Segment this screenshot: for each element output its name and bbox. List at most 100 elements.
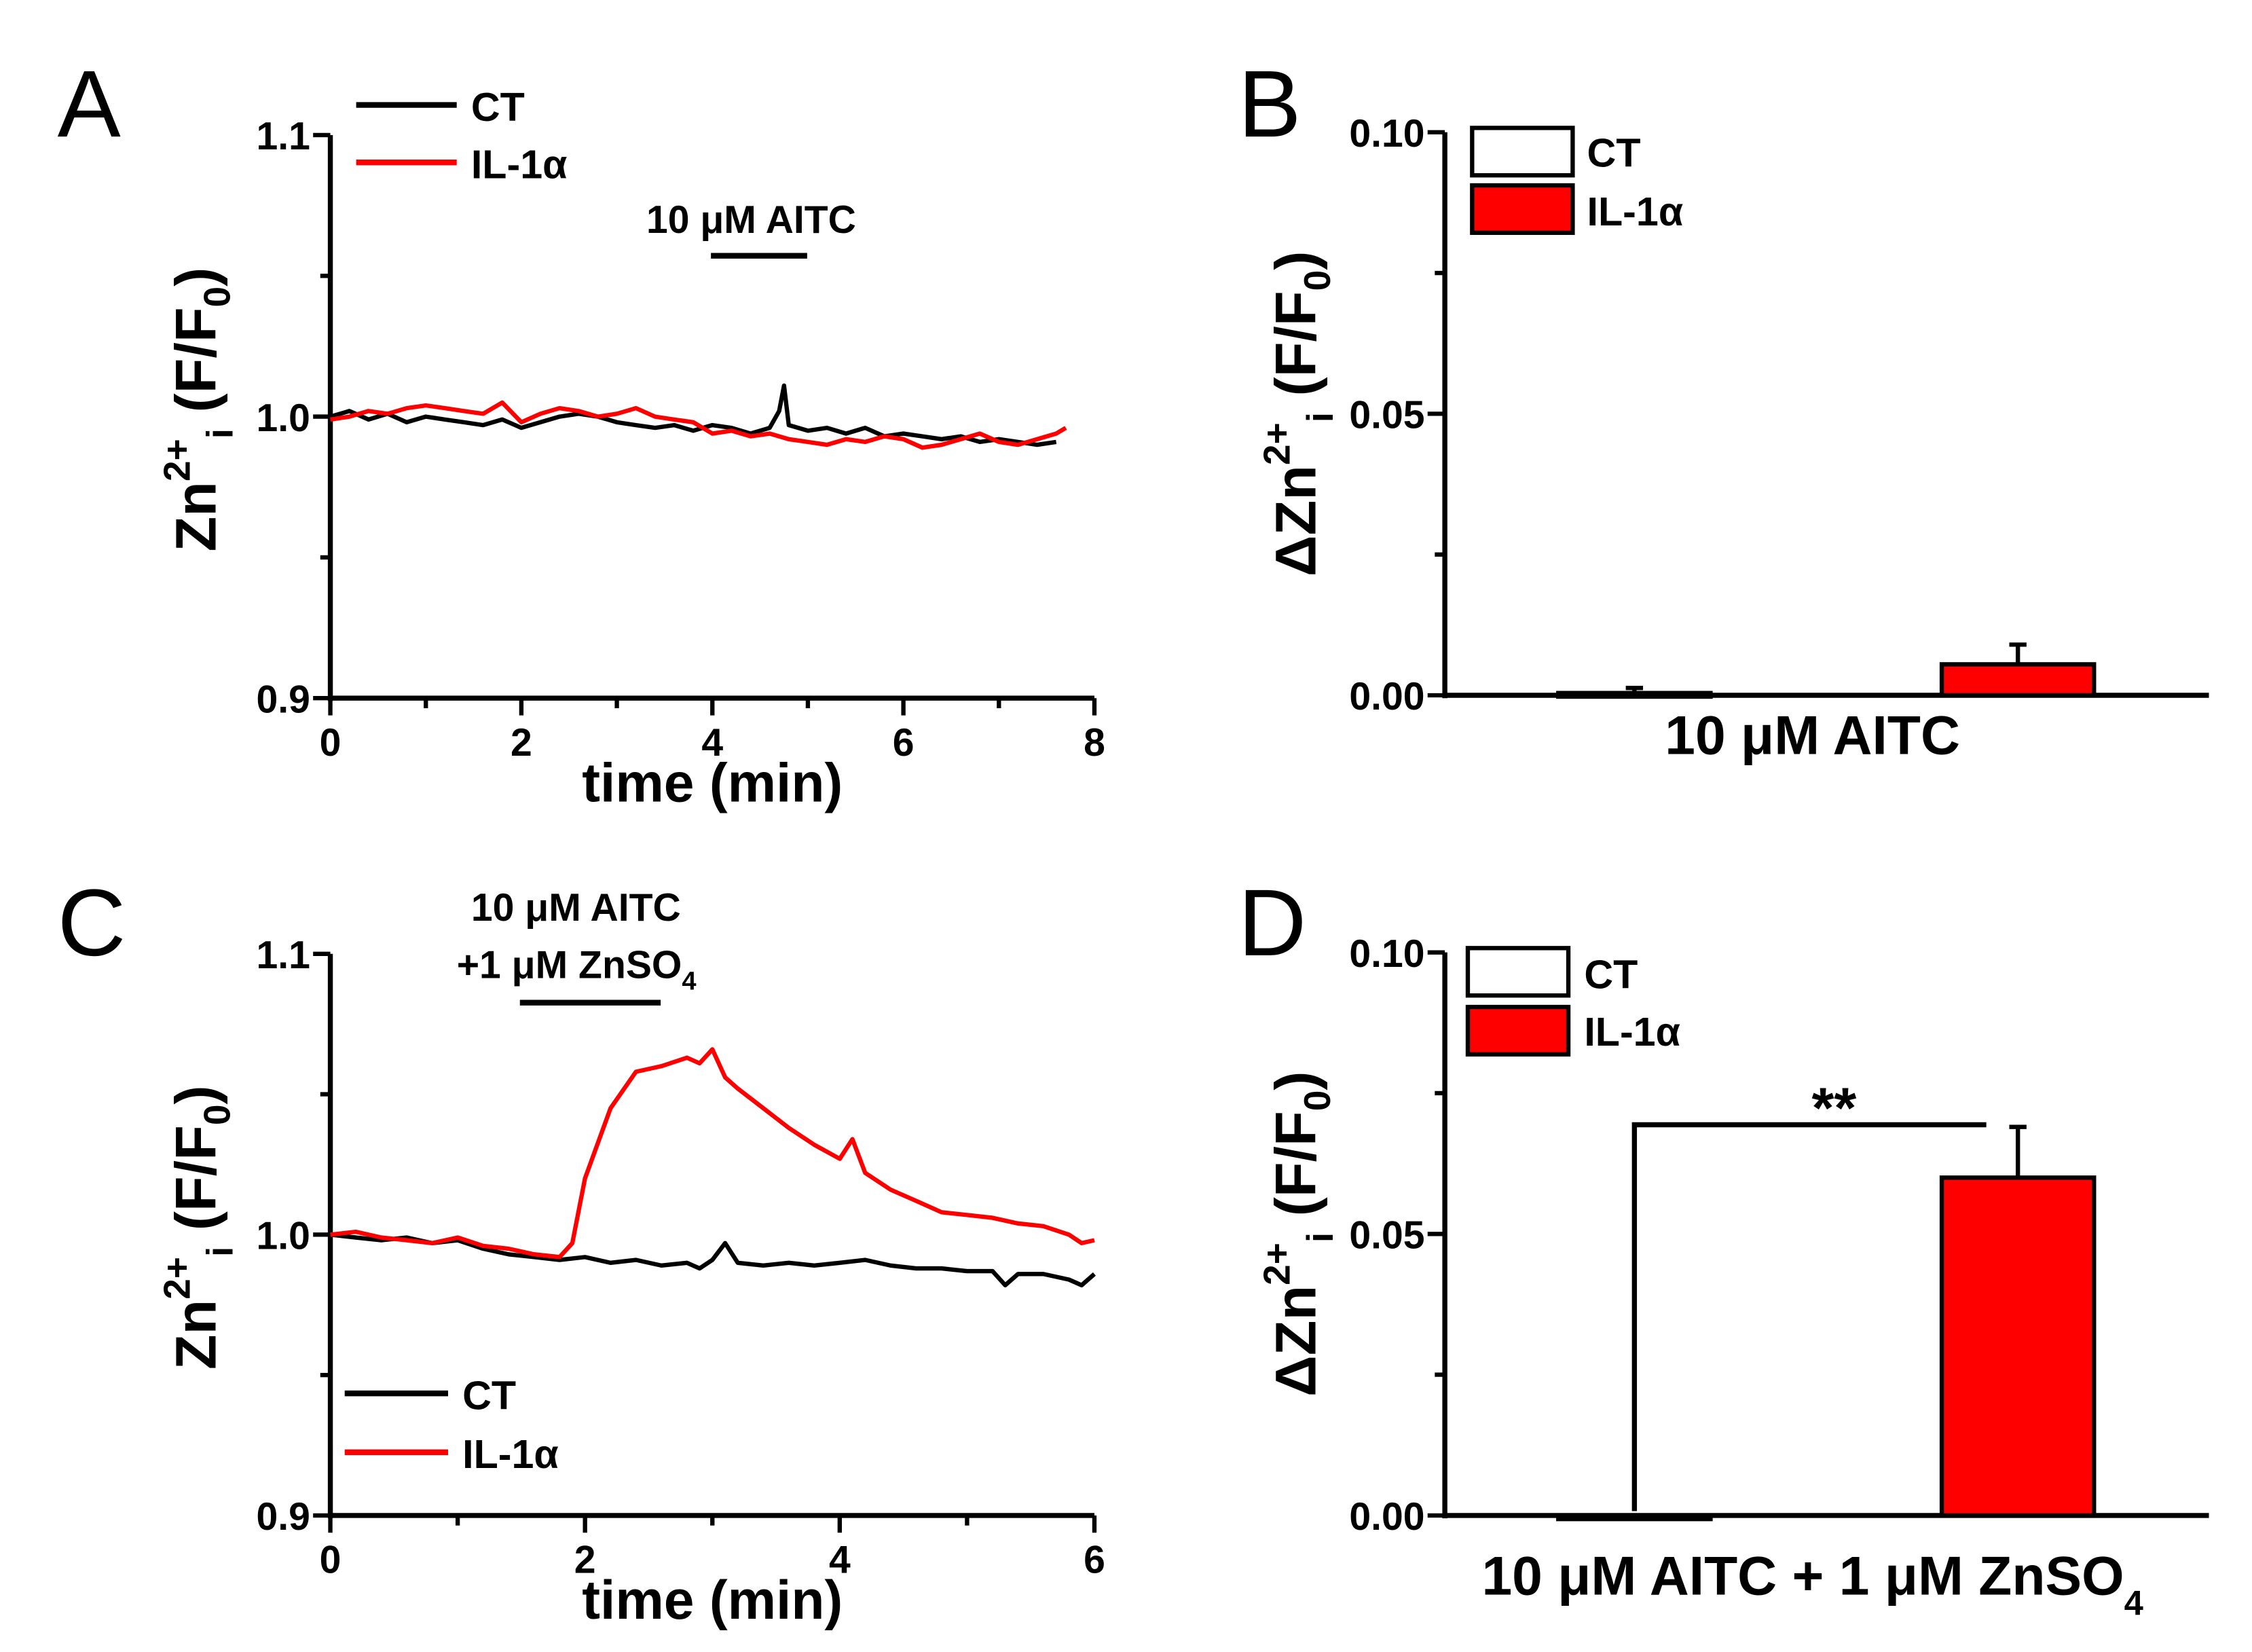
legend-label-il1a: IL-1α [1584,1009,1680,1054]
bar-il1a [1939,662,2097,698]
legend-swatch-ct [1470,126,1575,178]
panel-label-d: D [1238,870,1307,976]
y-tick-label: 0.9 [257,678,310,721]
y-tick-label: 0.00 [1349,675,1424,718]
y-axis-label-part: (F/F [1263,291,1328,412]
y-tick-label: 0.05 [1349,394,1424,437]
panel-b: B 0.00 0.05 0.10 ΔZn2+i (F/F0) CT IL-1α 10 … [1238,51,2209,767]
y-axis-label-part: i [199,428,241,439]
x-tick-label: 6 [893,721,915,765]
y-axis-label-part: (F/F [163,307,227,428]
y-tick-label: 0.00 [1349,1495,1424,1539]
y-axis-label-part: (F/F [1263,1111,1328,1232]
series-line-il1a [330,400,1067,450]
y-axis-label-part: 0 [196,287,238,308]
legend-label-ct: CT [1584,952,1638,997]
y-axis-label-part: ) [163,1085,227,1104]
panel-b-category-label: 10 μM AITC [1665,705,1960,767]
x-tick-label: 0 [320,1539,342,1582]
y-tick-label: 1.1 [257,934,310,977]
y-tick-label: 1.0 [257,1214,310,1258]
legend-label-il1a: IL-1α [471,141,568,187]
y-axis-label-part: ) [163,268,227,287]
panel-a-legend: CT IL-1α [356,84,568,187]
panel-d-bars [1556,1124,2097,1522]
annotation-text-line2: +1 μM ZnSO4 [457,944,697,996]
y-axis-label-part: i [199,1247,241,1257]
panel-a-annotation: 10 μM AITC [646,198,856,259]
bar-ct [1556,691,1713,699]
y-axis-label: ΔZn2+i (F/F0) [1256,251,1341,577]
legend-label-il1a: IL-1α [462,1431,559,1477]
annotation-text: 10 μM AITC [646,198,856,242]
significance-bracket: ** [1631,1076,1987,1511]
series-line-il1a [330,1047,1095,1260]
panel-b-bars [1556,642,2097,699]
bar-il1a [1939,1175,2097,1518]
panel-d-legend: CT IL-1α [1465,946,1680,1057]
y-axis-label-part: ΔZn [1263,465,1328,576]
legend-label-ct: CT [462,1372,516,1418]
significance-line [1631,1122,1987,1511]
annotation-text-line1: 10 μM AITC [471,886,681,930]
x-tick-label: 0 [320,721,342,765]
legend-label-il1a: IL-1α [1587,189,1684,234]
y-axis-label-part: Zn [163,481,227,551]
y-tick-label: 0.05 [1349,1213,1424,1257]
legend-swatch-ct [1465,946,1571,998]
panel-label-b: B [1238,51,1302,157]
panel-c-legend: CT IL-1α [344,1372,559,1477]
y-axis-label-part: ) [1263,251,1328,270]
series-line-ct [329,383,1057,447]
panel-c-series [330,1047,1096,1287]
panel-label-a: A [58,51,121,157]
x-axis-label: time (min) [582,1570,843,1631]
x-axis-label: time (min) [582,753,843,814]
y-axis-label: ΔZn2+i (F/F0) [1256,1071,1341,1397]
x-tick-label: 2 [574,1539,596,1582]
panel-b-plot: 0.00 0.05 0.10 ΔZn2+i (F/F0) [1256,112,2209,718]
annotation-text-line2-main: +1 μM ZnSO [457,944,682,987]
legend-swatch-il1a [1465,1004,1571,1057]
y-axis-label-part: 2+ [155,439,198,481]
y-axis-label-part: (F/F [163,1125,227,1247]
annotation-text-line2-subscript: 4 [682,968,696,996]
panel-c-annotation: 10 μM AITC +1 μM ZnSO4 [457,886,697,1006]
panel-d-category-label: 10 μM AITC + 1 μM ZnSO4 [1481,1545,2143,1622]
x-tick-label: 4 [701,721,723,765]
panel-d-category-label-main: 10 μM AITC + 1 μM ZnSO [1481,1545,2124,1607]
y-axis-label-part: 2+ [1256,1243,1298,1285]
panel-b-legend: CT IL-1α [1470,126,1684,235]
bar-ct [1556,1513,1713,1522]
x-tick-label: 2 [511,721,532,765]
y-axis-label: Zn2+i (F/F0) [155,1085,240,1370]
y-axis-label-part: 2+ [1256,422,1298,465]
y-axis-label-part: 2+ [155,1257,198,1300]
panel-c-plot: 0 2 4 6 0.9 1.0 1.1 time (min) Zn2+i (F/F0) [155,934,1105,1631]
y-axis-label-part: 0 [1296,270,1338,291]
y-axis-label-part: 0 [1296,1090,1338,1112]
x-tick-label: 6 [1084,1539,1105,1582]
y-axis-label-part: ΔZn [1263,1285,1328,1397]
y-tick-label: 0.10 [1349,932,1424,976]
y-axis-label-part: 0 [196,1105,238,1126]
panel-label-c: C [58,870,126,976]
y-tick-label: 1.0 [257,397,310,440]
legend-label-ct: CT [1587,130,1641,176]
panel-a-series [329,383,1067,450]
panel-c: C 0 2 4 6 0.9 1.0 1.1 time (min) Zn2+i (F/F0) 10… [58,870,1105,1631]
y-tick-label: 0.10 [1349,112,1424,155]
legend-label-ct: CT [471,84,525,130]
y-axis-label: Zn2+i (F/F0) [155,268,240,552]
y-tick-label: 0.9 [257,1495,310,1539]
panel-d-category-label-subscript: 4 [2124,1583,2143,1622]
significance-marker: ** [1811,1076,1856,1140]
series-line-ct [330,1232,1096,1287]
x-tick-label: 8 [1084,721,1105,765]
panel-d-plot: 0.00 0.05 0.10 ΔZn2+i (F/F0) [1256,932,2209,1539]
y-tick-label: 1.1 [257,115,310,158]
